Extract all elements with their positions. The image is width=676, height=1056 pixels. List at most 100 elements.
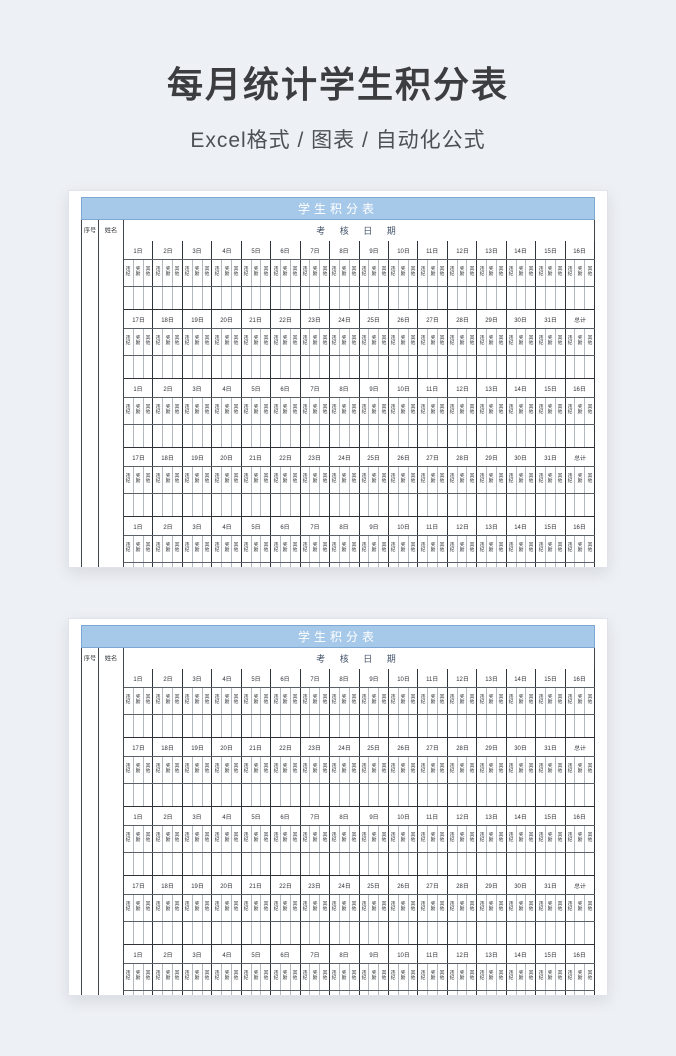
data-cell — [359, 562, 370, 567]
sub-label-vertical-text: 奖 励 — [518, 335, 524, 346]
data-cell — [427, 286, 438, 310]
sub-label-vertical-text: 其 他 — [557, 901, 563, 912]
data-cell — [260, 852, 272, 876]
sub-label-vertical-text: 违 纪 — [538, 335, 543, 346]
day-label: 5日 — [251, 951, 261, 959]
sub-label-vertical-text: 违 纪 — [302, 832, 308, 843]
sub-label-vertical-text: 奖 励 — [341, 832, 347, 843]
sub-label-cell: 奖 励 — [221, 328, 232, 356]
sub-label-vertical-text: 违 纪 — [538, 694, 543, 705]
sub-label-vertical-text: 其 他 — [410, 335, 416, 346]
sub-label-cell: 奖 励 — [162, 756, 174, 784]
sub-label-vertical-text: 奖 励 — [459, 970, 465, 981]
sub-label-cell: 奖 励 — [398, 535, 409, 563]
data-cell — [378, 562, 389, 567]
day-header-cell: 27日 — [417, 447, 448, 467]
day-label: 20日 — [220, 882, 233, 890]
data-cell — [398, 562, 409, 567]
data-cell — [417, 852, 429, 876]
sub-label-vertical-text: 其 他 — [587, 473, 592, 484]
sub-label-vertical-text: 其 他 — [233, 404, 239, 415]
sub-label-vertical-text: 违 纪 — [243, 694, 249, 705]
day-label: 3日 — [192, 523, 202, 531]
sub-label-vertical-text: 其 他 — [469, 763, 475, 774]
sub-label-vertical-text: 其 他 — [233, 335, 239, 346]
data-cell — [506, 783, 517, 807]
day-label: 5日 — [251, 247, 261, 255]
data-cell — [270, 990, 281, 995]
sub-label-vertical-text: 违 纪 — [184, 335, 190, 346]
data-cell — [182, 852, 193, 876]
data-cell — [182, 714, 193, 738]
day-label: 6日 — [280, 951, 291, 959]
sub-label-cell: 违 纪 — [241, 756, 252, 784]
sub-label-cell: 奖 励 — [192, 894, 203, 922]
sub-label-cell: 其 他 — [437, 397, 448, 425]
template-preview-card-1[interactable]: 学生积分表 序号 姓名考 核 日 期 1日 2日 3日 4日 5日 6日 7日 8日 9日 10日 11… — [68, 190, 608, 568]
sub-label-vertical-text: 奖 励 — [400, 901, 406, 912]
day-header-cell: 16日 — [565, 944, 596, 964]
sub-label-cell: 其 他 — [466, 397, 478, 425]
sub-label-vertical-text: 奖 励 — [135, 542, 141, 553]
data-cell — [172, 990, 183, 995]
sub-label-vertical-text: 其 他 — [263, 542, 269, 553]
day-header-cell: 12日 — [447, 806, 478, 826]
sub-label-cell: 奖 励 — [427, 328, 438, 356]
sub-label-vertical-text: 其 他 — [351, 404, 357, 415]
data-cell — [349, 424, 360, 448]
data-cell — [427, 493, 438, 517]
data-cell — [270, 921, 281, 945]
data-cell — [143, 355, 154, 379]
empty-data-row — [82, 990, 595, 995]
name-column-label: 姓名 — [104, 226, 118, 235]
sub-label-cell: 违 纪 — [270, 825, 281, 853]
day-header-cell: 12日 — [447, 669, 478, 688]
sub-label-vertical-text: 其 他 — [263, 335, 269, 346]
data-cell — [241, 355, 252, 379]
data-cell — [388, 562, 399, 567]
sub-label-cell: 奖 励 — [545, 328, 556, 356]
sub-label-cell: 违 纪 — [300, 687, 311, 715]
day-header-cell: 3日 — [182, 669, 213, 688]
data-cell — [231, 286, 242, 310]
sub-label-vertical-text: 其 他 — [233, 970, 239, 981]
sub-label-vertical-text: 其 他 — [263, 832, 269, 843]
data-cell — [437, 714, 448, 738]
sub-label-vertical-text: 违 纪 — [390, 542, 396, 553]
template-preview-card-2[interactable]: 学生积分表 序号 姓名考 核 日 期 1日 2日 3日 4日 5日 6日 7日 8日 9日 10日 11… — [68, 618, 608, 996]
sub-label-cell: 其 他 — [378, 259, 389, 287]
sub-label-cell: 违 纪 — [417, 963, 429, 991]
sub-label-cell: 奖 励 — [398, 687, 409, 715]
data-cell — [437, 355, 448, 379]
sub-label-vertical-text: 其 他 — [440, 542, 445, 553]
data-cell — [133, 852, 144, 876]
day-header-cell: 13日 — [476, 516, 507, 536]
sub-label-vertical-text: 违 纪 — [567, 266, 573, 277]
sub-label-vertical-text: 违 纪 — [508, 763, 514, 774]
day-header-cell: 22日 — [270, 875, 301, 895]
sub-label-vertical-text: 违 纪 — [126, 763, 131, 774]
sub-label-vertical-text: 奖 励 — [312, 404, 318, 415]
sub-label-vertical-text: 其 他 — [263, 763, 269, 774]
day-header-cell: 18日 — [152, 875, 183, 895]
sub-label-cell: 奖 励 — [486, 259, 497, 287]
sub-label-cell: 奖 励 — [545, 894, 556, 922]
sub-label-cell: 奖 励 — [162, 963, 174, 991]
data-cell — [476, 286, 488, 310]
day-header-cell: 20日 — [211, 875, 242, 895]
sub-label-cell: 违 纪 — [535, 328, 546, 356]
sub-label-vertical-text: 其 他 — [204, 335, 210, 346]
day-header-cell: 23日 — [300, 875, 331, 895]
sub-label-vertical-text: 奖 励 — [135, 694, 141, 705]
data-cell — [221, 424, 232, 448]
day-header-cell: 28日 — [447, 447, 478, 467]
sub-label-vertical-text: 其 他 — [233, 832, 239, 843]
sub-label-cell: 违 纪 — [447, 466, 458, 494]
sub-label-vertical-text: 违 纪 — [390, 473, 396, 484]
data-cell — [545, 990, 556, 995]
sub-label-vertical-text: 奖 励 — [165, 335, 171, 346]
sub-label-vertical-text: 其 他 — [557, 832, 563, 843]
sub-label-cell: 其 他 — [290, 894, 301, 922]
day-label: 5日 — [251, 675, 261, 683]
data-cell — [202, 493, 213, 517]
